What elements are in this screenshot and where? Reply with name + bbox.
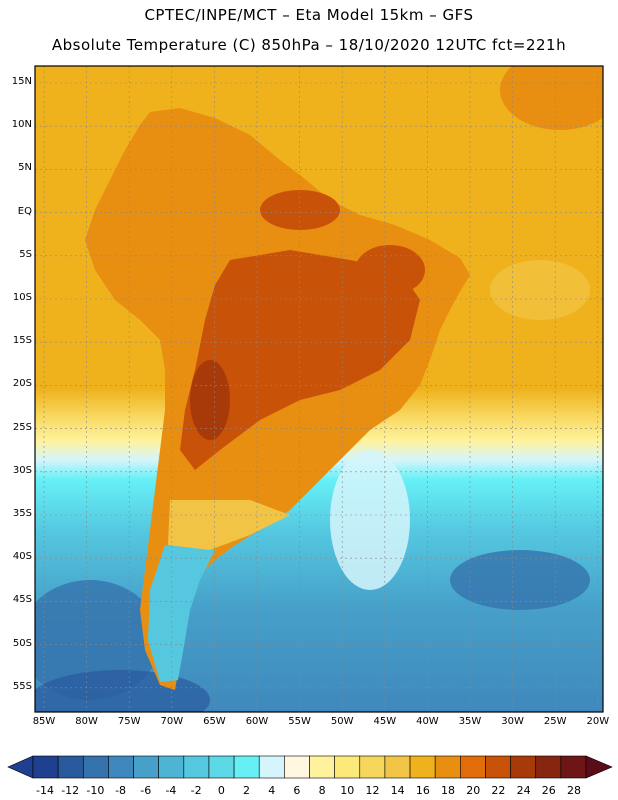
- lon-label: 20W: [586, 716, 610, 727]
- colorbar-swatch: [334, 755, 361, 779]
- lon-label: 85W: [32, 716, 56, 727]
- lon-label: 30W: [501, 716, 524, 727]
- colorbar: [7, 755, 613, 779]
- colorbar-swatch: [409, 755, 436, 779]
- colorbar-label: 14: [390, 784, 405, 797]
- lat-label: 5S: [19, 248, 32, 260]
- pale-tongue: [330, 450, 410, 590]
- colorbar-swatch: [359, 755, 386, 779]
- lat-label: 20S: [12, 378, 32, 390]
- colorbar-swatch: [434, 755, 461, 779]
- colorbar-swatch: [57, 755, 84, 779]
- lat-label: 10N: [11, 119, 32, 131]
- colorbar-swatch: [485, 755, 511, 779]
- mild-argentina: [168, 500, 290, 550]
- hot-ne-brazil: [355, 245, 425, 295]
- lon-label: 40W: [416, 716, 439, 727]
- lon-label: 55W: [288, 716, 311, 727]
- colorbar-label: 10: [340, 784, 355, 797]
- colorbar-label: 26: [541, 784, 556, 797]
- lon-label: 25W: [543, 716, 567, 727]
- colorbar-label: 18: [441, 784, 456, 797]
- lon-label: 70W: [160, 716, 184, 727]
- cold-patch-pacific: [35, 580, 160, 700]
- colorbar-left-arrow: [7, 755, 34, 779]
- colorbar-label: -6: [140, 784, 152, 797]
- hottest-core: [190, 360, 230, 440]
- hot-interior: [180, 250, 420, 470]
- colorbar-swatch: [309, 755, 335, 779]
- colorbar-label: -4: [165, 784, 177, 797]
- lat-label: 35S: [12, 508, 32, 519]
- colorbar-label: 0: [217, 784, 225, 797]
- colorbar-swatch: [258, 755, 285, 779]
- colorbar-swatch: [535, 755, 562, 779]
- colorbar-swatch: [158, 755, 185, 779]
- colorbar-right-arrow: [585, 755, 613, 779]
- lon-label: 65W: [203, 716, 226, 727]
- colorbar-label: 2: [243, 784, 251, 797]
- lat-label: 45S: [12, 594, 32, 606]
- map-frame: [34, 65, 604, 713]
- colorbar-label: 4: [268, 784, 276, 797]
- lon-label: 45W: [373, 716, 397, 727]
- colorbar-swatch: [183, 755, 210, 779]
- cold-patch-sw-atlantic: [450, 550, 590, 610]
- lat-label: 10S: [12, 292, 32, 303]
- colorbar-label: 22: [491, 784, 506, 797]
- chart-title-line2: Absolute Temperature (C) 850hPa – 18/10/…: [51, 36, 567, 54]
- colorbar-swatch: [32, 755, 59, 779]
- patch-e: [490, 260, 590, 320]
- colorbar-swatch: [133, 755, 159, 779]
- lat-label: 5N: [18, 162, 32, 174]
- lat-label: 50S: [12, 637, 32, 649]
- colorbar-swatch: [384, 755, 411, 779]
- lon-label: 80W: [75, 716, 98, 727]
- lon-label: 60W: [245, 716, 269, 727]
- cool-patagonia: [148, 545, 215, 682]
- colorbar-swatch: [233, 755, 260, 779]
- hot-amazon: [260, 190, 340, 230]
- colorbar-label: 12: [365, 784, 380, 797]
- colorbar-swatch: [82, 755, 109, 779]
- lon-label: 50W: [330, 716, 354, 727]
- lat-label: 55S: [12, 680, 32, 692]
- colorbar-label: 24: [516, 784, 531, 797]
- lat-label: 40S: [12, 551, 32, 563]
- colorbar-label: 16: [415, 784, 430, 797]
- lon-label: 75W: [117, 716, 141, 727]
- lat-label: 15N: [11, 76, 32, 87]
- colorbar-swatch: [284, 755, 310, 779]
- chart-title-line1: CPTEC/INPE/MCT – Eta Model 15km – GFS: [144, 6, 474, 24]
- colorbar-label: 8: [318, 784, 326, 797]
- colorbar-label: -14: [36, 784, 54, 797]
- colorbar-swatch: [108, 755, 134, 779]
- colorbar-label: -10: [86, 784, 105, 797]
- lat-label: 25S: [12, 421, 32, 433]
- colorbar-swatch: [460, 755, 486, 779]
- colorbar-label: 20: [466, 784, 481, 797]
- colorbar-label: 6: [293, 784, 301, 797]
- lat-label: 30S: [12, 464, 32, 476]
- lat-label: 15S: [12, 335, 32, 347]
- lat-label: EQ: [17, 205, 32, 217]
- colorbar-label: -12: [61, 784, 80, 797]
- warm-patch-ne: [500, 66, 603, 130]
- colorbar-swatch: [208, 755, 235, 779]
- lon-label: 35W: [458, 716, 482, 727]
- colorbar-label: -2: [190, 784, 202, 797]
- colorbar-label: -8: [115, 784, 127, 797]
- colorbar-swatch: [510, 755, 537, 779]
- colorbar-label: 28: [567, 784, 581, 797]
- colorbar-swatch: [560, 755, 587, 779]
